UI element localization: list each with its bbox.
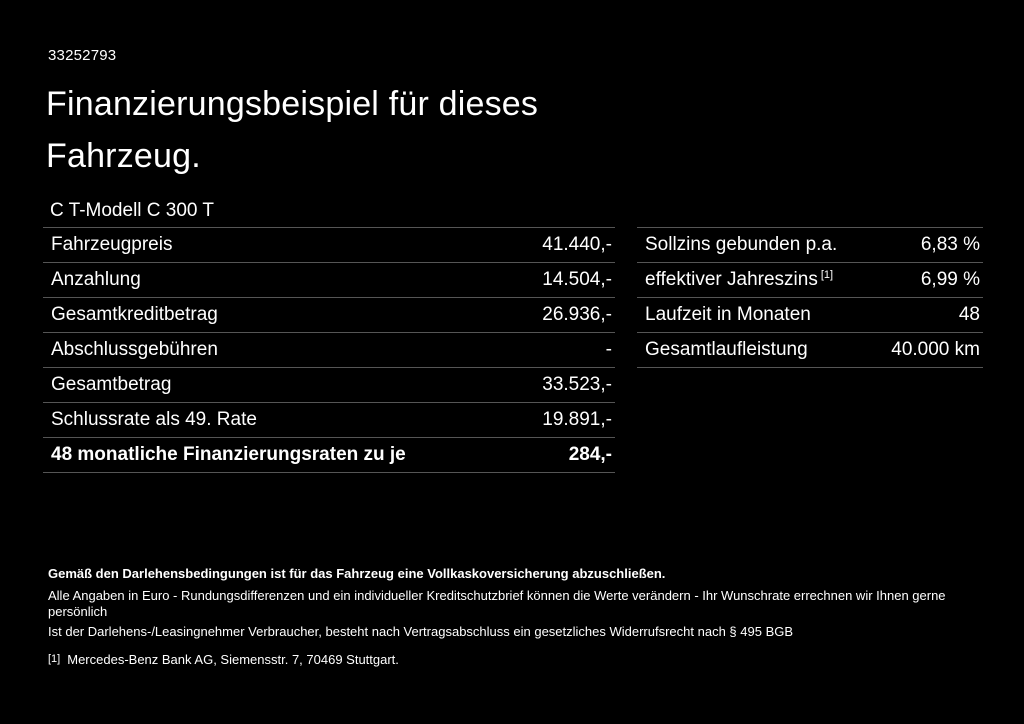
finance-row-value: 19.891,- bbox=[542, 409, 612, 430]
finance-row-value: - bbox=[605, 339, 612, 360]
document-id: 33252793 bbox=[48, 47, 117, 64]
finance-row-abschlussgebuehren: Abschlussgebühren - bbox=[43, 333, 615, 368]
financing-table: Fahrzeugpreis 41.440,- Anzahlung 14.504,… bbox=[43, 227, 615, 473]
conditions-row-value: 6,99 % bbox=[920, 269, 980, 290]
footnote-text: Mercedes-Benz Bank AG, Siemensstr. 7, 70… bbox=[67, 652, 399, 667]
finance-row-value: 284,- bbox=[568, 444, 612, 465]
finance-row-value: 41.440,- bbox=[542, 234, 612, 255]
conditions-row-label: Sollzins gebunden p.a. bbox=[645, 234, 838, 255]
conditions-row-label: Gesamtlaufleistung bbox=[645, 339, 808, 360]
finance-row-label: Anzahlung bbox=[51, 269, 141, 290]
finance-row-label: Gesamtkreditbetrag bbox=[51, 304, 218, 325]
footnote-marker: [1] bbox=[48, 653, 61, 665]
finance-row-label: Gesamtbetrag bbox=[51, 374, 172, 395]
conditions-row-effektiver-jahreszins: effektiver Jahreszins [1] 6,99 % bbox=[637, 263, 983, 298]
finance-row-value: 33.523,- bbox=[542, 374, 612, 395]
conditions-row-label: Laufzeit in Monaten bbox=[645, 304, 811, 325]
page-title-line2: Fahrzeug. bbox=[46, 137, 201, 175]
finance-row-schlussrate: Schlussrate als 49. Rate 19.891,- bbox=[43, 403, 615, 438]
vehicle-model-subtitle: C T-Modell C 300 T bbox=[50, 200, 215, 221]
bank-footnote: [1] Mercedes-Benz Bank AG, Siemensstr. 7,… bbox=[48, 652, 988, 669]
disclaimer-note-2: Ist der Darlehens-/Leasingnehmer Verbrau… bbox=[48, 624, 794, 639]
legal-footer: Gemäß den Darlehensbedingungen ist für d… bbox=[48, 566, 988, 669]
conditions-row-value: 6,83 % bbox=[920, 234, 980, 255]
conditions-row-value: 40.000 km bbox=[891, 339, 980, 360]
page-title: Finanzierungsbeispiel für dieses Fahrzeug… bbox=[46, 78, 538, 182]
conditions-row-gesamtlaufleistung: Gesamtlaufleistung 40.000 km bbox=[637, 333, 983, 368]
finance-row-gesamtbetrag: Gesamtbetrag 33.523,- bbox=[43, 368, 615, 403]
finance-row-label: Schlussrate als 49. Rate bbox=[51, 409, 257, 430]
page-title-line1: Finanzierungsbeispiel für dieses bbox=[46, 85, 539, 123]
finance-row-monatsrate: 48 monatliche Finanzierungsraten zu je 2… bbox=[43, 438, 615, 473]
conditions-row-sollzins: Sollzins gebunden p.a. 6,83 % bbox=[637, 228, 983, 263]
finance-row-label: Abschlussgebühren bbox=[51, 339, 218, 360]
disclaimer-note-1: Alle Angaben in Euro - Rundungsdifferenz… bbox=[48, 588, 946, 619]
conditions-row-value: 48 bbox=[958, 304, 980, 325]
finance-row-fahrzeugpreis: Fahrzeugpreis 41.440,- bbox=[43, 228, 615, 263]
finance-row-label: 48 monatliche Finanzierungsraten zu je bbox=[51, 444, 406, 465]
finance-row-label: Fahrzeugpreis bbox=[51, 234, 173, 255]
conditions-row-label: effektiver Jahreszins [1] bbox=[637, 269, 833, 291]
conditions-row-label-text: effektiver Jahreszins bbox=[645, 269, 818, 290]
insurance-note: Gemäß den Darlehensbedingungen ist für d… bbox=[48, 566, 666, 581]
finance-row-value: 26.936,- bbox=[542, 304, 612, 325]
finance-row-gesamtkreditbetrag: Gesamtkreditbetrag 26.936,- bbox=[43, 298, 615, 333]
conditions-table: Sollzins gebunden p.a. 6,83 % effektiver… bbox=[637, 227, 983, 368]
conditions-row-laufzeit: Laufzeit in Monaten 48 bbox=[637, 298, 983, 333]
footnote-reference: [1] bbox=[820, 268, 834, 281]
finance-row-anzahlung: Anzahlung 14.504,- bbox=[43, 263, 615, 298]
finance-row-value: 14.504,- bbox=[542, 269, 612, 290]
